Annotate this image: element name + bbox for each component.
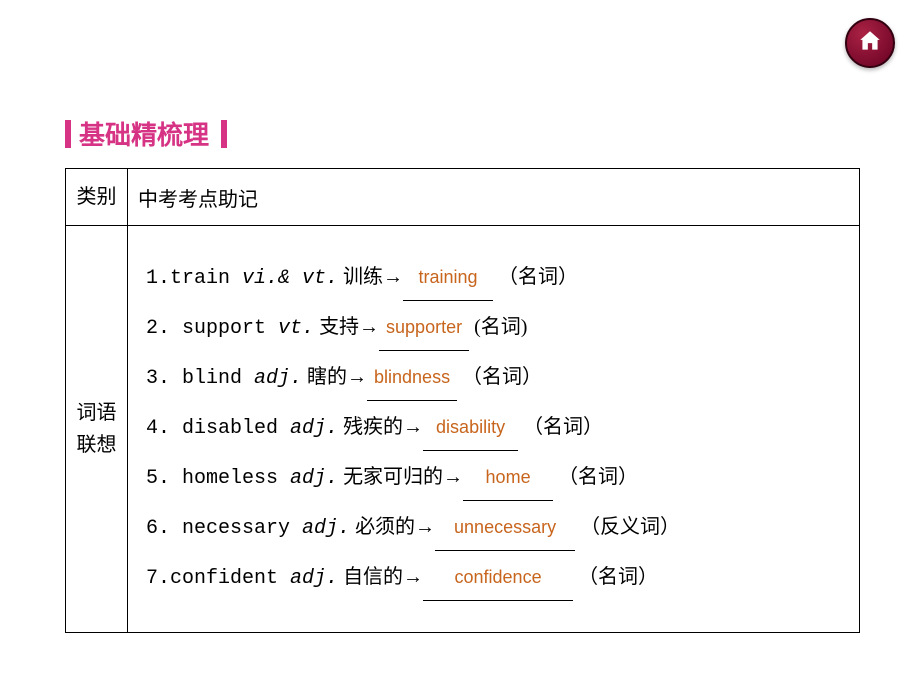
vocab-item: 7.confident adj. 自信的→ confidence （名词） [146,554,841,602]
item-suffix: （名词） [553,466,638,488]
item-number: 1. [146,267,170,290]
item-blank: confidence [423,554,573,601]
item-meaning: 残疾的→ [338,416,423,438]
item-meaning: 训练→ [338,266,403,288]
title-bar-right [221,120,227,148]
item-suffix: （名词） [573,566,658,588]
item-blank: home [463,454,553,501]
item-pos: adj. [290,567,338,590]
item-pos: vt. [278,317,314,340]
item-blank: blindness [367,354,457,401]
item-blank: training [403,254,493,301]
item-suffix: (名词) [469,316,527,338]
item-word: support [170,317,278,340]
item-number: 2. [146,317,170,340]
item-word: confident [170,567,290,590]
header-category: 类别 [66,169,128,226]
item-suffix: （名词） [493,266,578,288]
item-answer: unnecessary [454,517,556,537]
row-label-line1: 词语 [77,402,117,424]
item-number: 5. [146,467,170,490]
item-meaning: 支持→ [314,316,379,338]
vocab-item: 2. support vt. 支持→ supporter (名词) [146,304,841,352]
item-pos: adj. [254,367,302,390]
home-button[interactable] [845,18,895,68]
item-number: 3. [146,367,170,390]
item-blank: unnecessary [435,504,575,551]
item-meaning: 必须的→ [350,516,435,538]
item-suffix: （名词） [518,416,603,438]
vocab-item: 4. disabled adj. 残疾的→ disability （名词） [146,404,841,452]
vocab-content-cell: 1.train vi.& vt. 训练→ training （名词） 2. supp… [128,226,860,633]
item-meaning: 瞎的→ [302,366,367,388]
title-bar-left [65,120,71,148]
item-suffix: （反义词） [575,516,680,538]
item-blank: supporter [379,304,469,351]
vocab-table: 类别 中考考点助记 词语 联想 1.train vi.& vt. 训练→ trai… [65,168,860,633]
item-suffix: （名词） [457,366,542,388]
item-word: necessary [170,517,302,540]
item-number: 6. [146,517,170,540]
item-pos: adj. [290,467,338,490]
table-header-row: 类别 中考考点助记 [66,169,860,226]
item-pos: adj. [290,417,338,440]
vocab-item: 1.train vi.& vt. 训练→ training （名词） [146,254,841,302]
item-number: 7. [146,567,170,590]
item-answer: supporter [386,317,462,337]
section-title: 基础精梳理 [65,115,227,152]
item-pos: adj. [302,517,350,540]
item-number: 4. [146,417,170,440]
vocab-item: 3. blind adj. 瞎的→ blindness （名词） [146,354,841,402]
vocab-list: 1.train vi.& vt. 训练→ training （名词） 2. supp… [146,254,841,602]
item-blank: disability [423,404,518,451]
item-answer: home [486,467,531,487]
item-answer: confidence [455,567,542,587]
item-word: blind [170,367,254,390]
vocab-item: 6. necessary adj. 必须的→ unnecessary （反义词） [146,504,841,552]
item-answer: blindness [374,367,450,387]
title-text: 基础精梳理 [79,115,209,152]
item-meaning: 无家可归的→ [338,466,463,488]
item-answer: training [419,267,478,287]
item-word: disabled [170,417,290,440]
item-pos: vi.& vt. [242,267,338,290]
table-body-row: 词语 联想 1.train vi.& vt. 训练→ training （名词） 2… [66,226,860,633]
vocab-item: 5. homeless adj. 无家可归的→ home （名词） [146,454,841,502]
row-label-cell: 词语 联想 [66,226,128,633]
item-word: train [170,267,242,290]
header-content: 中考考点助记 [128,169,860,226]
item-answer: disability [436,417,505,437]
item-meaning: 自信的→ [338,566,423,588]
home-icon [857,28,883,59]
row-label-line2: 联想 [77,434,117,456]
item-word: homeless [170,467,290,490]
